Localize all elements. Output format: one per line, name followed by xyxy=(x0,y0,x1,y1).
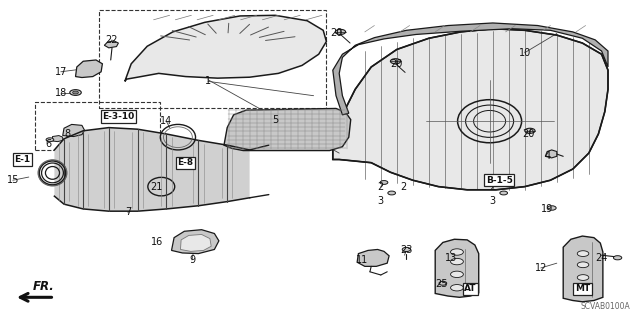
Text: E-8: E-8 xyxy=(177,158,194,167)
Text: 25: 25 xyxy=(435,279,448,289)
Text: 12: 12 xyxy=(534,263,547,273)
Polygon shape xyxy=(435,239,479,297)
Circle shape xyxy=(577,262,589,268)
Text: 18: 18 xyxy=(54,87,67,98)
Text: 3: 3 xyxy=(490,196,496,206)
Circle shape xyxy=(577,287,589,293)
Circle shape xyxy=(451,249,463,255)
Text: 15: 15 xyxy=(6,175,19,185)
Ellipse shape xyxy=(388,191,396,195)
Text: 22: 22 xyxy=(106,35,118,45)
Text: 21: 21 xyxy=(150,182,163,192)
Text: 8: 8 xyxy=(64,129,70,139)
Polygon shape xyxy=(563,236,603,302)
Text: MT: MT xyxy=(575,284,590,293)
Text: 19: 19 xyxy=(541,204,554,214)
Ellipse shape xyxy=(439,281,447,285)
Ellipse shape xyxy=(46,138,54,142)
Text: 20: 20 xyxy=(390,59,403,69)
Polygon shape xyxy=(76,60,102,78)
Polygon shape xyxy=(125,15,326,81)
Ellipse shape xyxy=(380,181,388,184)
Text: AT: AT xyxy=(464,284,477,293)
Circle shape xyxy=(451,258,463,265)
Circle shape xyxy=(577,251,589,256)
Text: 2: 2 xyxy=(378,182,384,192)
Polygon shape xyxy=(52,136,63,142)
Ellipse shape xyxy=(73,91,78,94)
Circle shape xyxy=(451,271,463,278)
Text: B-1-5: B-1-5 xyxy=(486,176,513,185)
Ellipse shape xyxy=(70,90,81,95)
Text: 7: 7 xyxy=(125,207,131,217)
Text: 2: 2 xyxy=(400,182,406,192)
Ellipse shape xyxy=(492,181,500,184)
Polygon shape xyxy=(54,128,250,211)
Text: 5: 5 xyxy=(272,115,278,125)
Text: FR.: FR. xyxy=(33,280,54,293)
Text: 4: 4 xyxy=(544,151,550,161)
Polygon shape xyxy=(104,41,118,48)
Text: 13: 13 xyxy=(445,253,458,263)
Polygon shape xyxy=(333,29,608,190)
Text: E-1: E-1 xyxy=(14,155,31,164)
Text: 16: 16 xyxy=(150,237,163,248)
Ellipse shape xyxy=(500,191,508,195)
Polygon shape xyxy=(357,249,389,266)
Text: 23: 23 xyxy=(400,245,413,256)
Ellipse shape xyxy=(335,29,346,34)
Text: 24: 24 xyxy=(595,253,608,263)
Text: 20: 20 xyxy=(522,129,534,139)
Text: 10: 10 xyxy=(518,48,531,58)
Circle shape xyxy=(451,285,463,291)
Text: 20: 20 xyxy=(330,28,342,39)
Text: E-3-10: E-3-10 xyxy=(102,112,134,121)
Text: 3: 3 xyxy=(378,196,384,206)
Ellipse shape xyxy=(525,128,535,133)
Polygon shape xyxy=(333,23,608,115)
Polygon shape xyxy=(224,108,351,151)
Text: 17: 17 xyxy=(54,67,67,77)
Text: 6: 6 xyxy=(45,138,51,149)
Text: 1: 1 xyxy=(205,76,211,86)
Circle shape xyxy=(577,275,589,280)
Ellipse shape xyxy=(614,256,622,260)
Text: 9: 9 xyxy=(189,255,195,265)
Polygon shape xyxy=(545,150,557,158)
Text: SCVAB0100A: SCVAB0100A xyxy=(580,302,630,311)
Text: 14: 14 xyxy=(160,116,173,126)
Text: 11: 11 xyxy=(355,255,368,265)
Ellipse shape xyxy=(390,59,401,64)
Text: 2: 2 xyxy=(490,182,496,192)
Polygon shape xyxy=(180,234,211,251)
Polygon shape xyxy=(63,124,84,137)
Ellipse shape xyxy=(547,206,556,210)
Polygon shape xyxy=(172,230,219,254)
Ellipse shape xyxy=(402,248,411,251)
